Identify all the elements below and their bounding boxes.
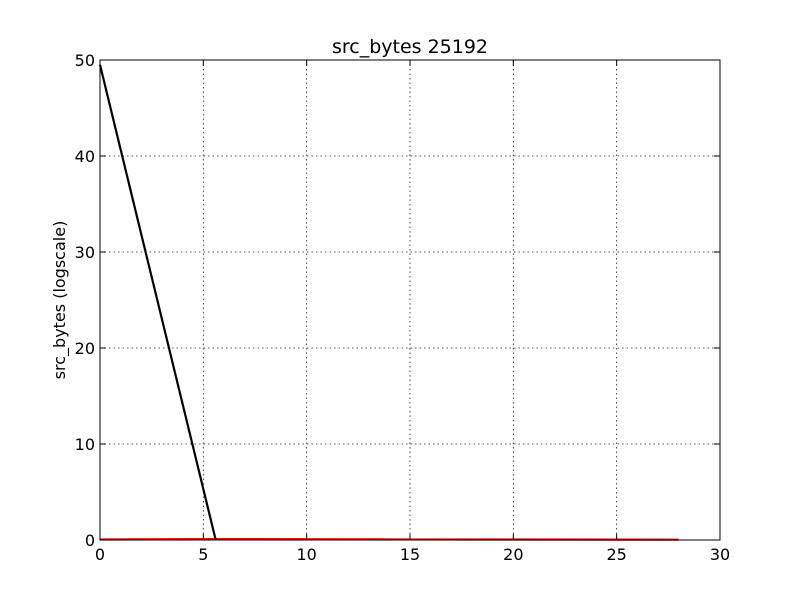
y-tick-label: 40 xyxy=(75,147,95,166)
x-tick-label: 10 xyxy=(296,545,316,564)
y-tick-label: 0 xyxy=(85,531,95,550)
y-tick-label: 50 xyxy=(75,51,95,70)
x-tick-label: 5 xyxy=(198,545,208,564)
x-tick-label: 20 xyxy=(503,545,523,564)
series-line-0 xyxy=(98,64,217,541)
y-tick-label: 20 xyxy=(75,339,95,358)
x-tick-label: 30 xyxy=(710,545,730,564)
chart-title: src_bytes 25192 xyxy=(332,36,488,58)
x-tick-label: 15 xyxy=(400,545,420,564)
y-tick-label: 30 xyxy=(75,243,95,262)
y-axis-label: src_bytes (logscale) xyxy=(50,221,70,380)
y-tick-labels: 0 10 20 30 40 50 xyxy=(75,51,95,550)
y-tick-label: 10 xyxy=(75,435,95,454)
tick-marks xyxy=(99,59,721,541)
x-tick-labels: 0 5 10 15 20 25 30 xyxy=(95,545,730,564)
x-tick-label: 0 xyxy=(95,545,105,564)
grid xyxy=(100,60,720,540)
x-tick-label: 25 xyxy=(606,545,626,564)
